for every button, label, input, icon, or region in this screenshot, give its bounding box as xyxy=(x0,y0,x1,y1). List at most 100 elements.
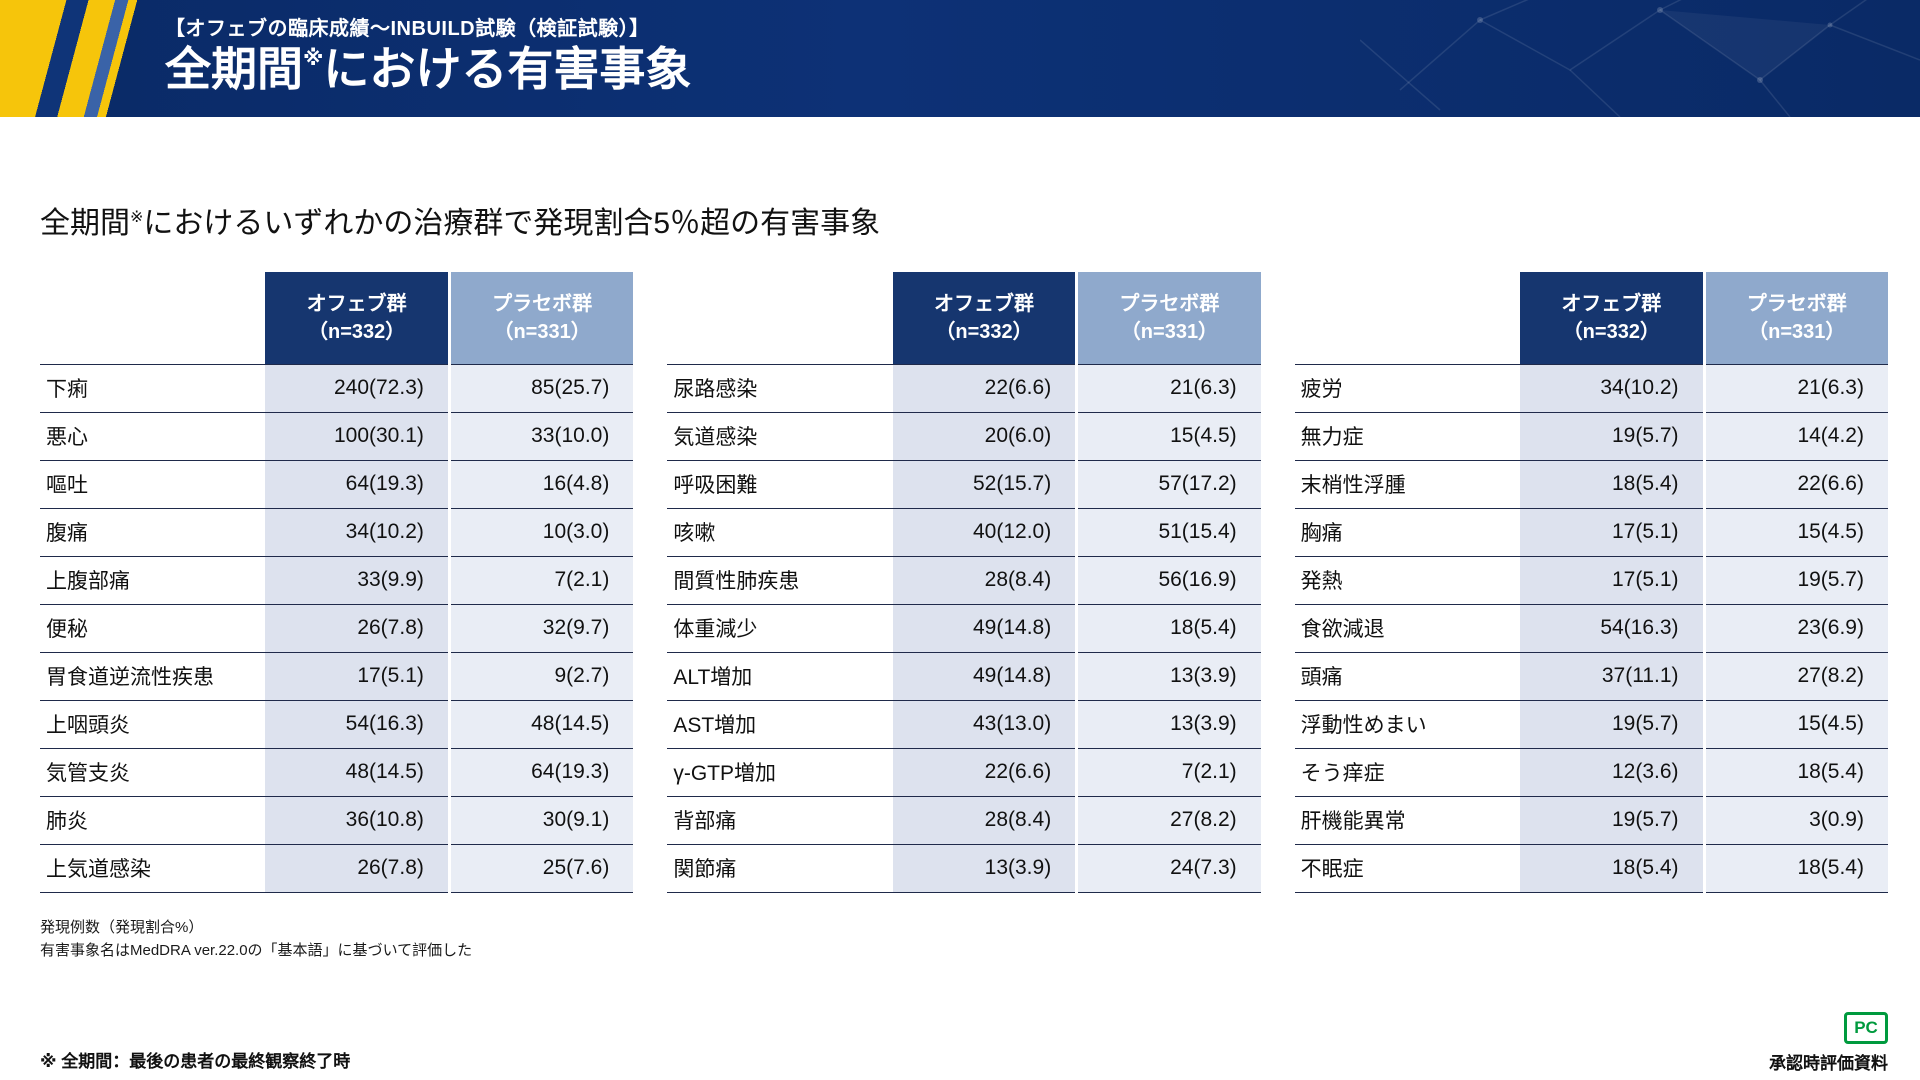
adverse-event-label: 肺炎 xyxy=(40,795,266,844)
placebo-value: 15(4.5) xyxy=(1704,507,1888,556)
table-row: 胸痛 17(5.1) 15(4.5) xyxy=(1294,507,1888,556)
adverse-event-label: 嘔吐 xyxy=(40,459,266,508)
footer-right-block: PC 承認時評価資料 xyxy=(1769,1012,1888,1074)
table-row: 便秘 26(7.8) 32(9.7) xyxy=(40,603,634,652)
table-row: 頭痛 37(11.1) 27(8.2) xyxy=(1294,651,1888,700)
section-title: 全期間※におけるいずれかの治療群で発現割合5％超の有害事象 xyxy=(40,198,880,242)
table-row: ALT増加 49(14.8) 13(3.9) xyxy=(667,651,1261,700)
table-row: 体重減少 49(14.8) 18(5.4) xyxy=(667,603,1261,652)
adverse-event-label: 咳嗽 xyxy=(667,507,893,556)
placebo-value: 56(16.9) xyxy=(1076,555,1261,604)
banner-text-block: 【オフェブの臨床成績〜INBUILD試験（検証試験）】 全期間※における有害事象 xyxy=(165,12,691,96)
placebo-value: 85(25.7) xyxy=(449,363,634,412)
ofev-value: 54(16.3) xyxy=(265,699,451,748)
table-row: 間質性肺疾患 28(8.4) 56(16.9) xyxy=(667,555,1261,604)
adverse-event-label: ALT増加 xyxy=(667,651,893,700)
study-subtitle: 【オフェブの臨床成績〜INBUILD試験（検証試験）】 xyxy=(165,18,650,40)
placebo-value: 33(10.0) xyxy=(449,411,634,460)
ofev-value: 20(6.0) xyxy=(892,411,1079,460)
ofev-value: 49(14.8) xyxy=(892,603,1079,652)
ofev-value: 34(10.2) xyxy=(1520,363,1706,412)
table-row: 気管支炎 48(14.5) 64(19.3) xyxy=(40,747,634,796)
placebo-value: 23(6.9) xyxy=(1704,603,1888,652)
table-row: γ-GTP増加 22(6.6) 7(2.1) xyxy=(667,747,1261,796)
placebo-value: 18(5.4) xyxy=(1704,843,1888,893)
row-label-header-cell xyxy=(667,272,892,364)
placebo-value: 7(2.1) xyxy=(449,555,634,604)
table-row: 上咽頭炎 54(16.3) 48(14.5) xyxy=(40,699,634,748)
ofev-value: 26(7.8) xyxy=(265,843,451,893)
table-row: 気道感染 20(6.0) 15(4.5) xyxy=(667,411,1261,460)
adverse-event-label: 疲労 xyxy=(1294,363,1521,412)
placebo-value: 7(2.1) xyxy=(1076,747,1261,796)
adverse-events-table: オフェブ群 （n=332） プラセボ群 （n=331） 疲労 34(10.2) 21(6.3… xyxy=(1294,272,1888,893)
ofev-value: 33(9.9) xyxy=(265,555,451,604)
placebo-value: 57(17.2) xyxy=(1076,459,1261,508)
adverse-event-label: 上気道感染 xyxy=(40,843,266,893)
adverse-event-label: 不眠症 xyxy=(1294,843,1521,893)
ofev-column-header: オフェブ群 （n=332） xyxy=(892,272,1079,364)
ofev-value: 13(3.9) xyxy=(892,843,1079,893)
adverse-event-label: 浮動性めまい xyxy=(1294,699,1521,748)
ofev-value: 40(12.0) xyxy=(892,507,1079,556)
table-row: 上気道感染 26(7.8) 25(7.6) xyxy=(40,843,634,893)
placebo-value: 18(5.4) xyxy=(1076,603,1261,652)
adverse-event-label: そう痒症 xyxy=(1294,747,1521,796)
placebo-value: 16(4.8) xyxy=(449,459,634,508)
ofev-value: 12(3.6) xyxy=(1520,747,1706,796)
placebo-value: 21(6.3) xyxy=(1704,363,1888,412)
ofev-value: 36(10.8) xyxy=(265,795,451,844)
ofev-value: 26(7.8) xyxy=(265,603,451,652)
adverse-events-tables-container: オフェブ群 （n=332） プラセボ群 （n=331） 下痢 240(72.3) 85(25… xyxy=(40,272,1888,893)
ofev-value: 240(72.3) xyxy=(265,363,451,412)
ofev-value: 22(6.6) xyxy=(892,363,1079,412)
placebo-value: 27(8.2) xyxy=(1076,795,1261,844)
table-row: 不眠症 18(5.4) 18(5.4) xyxy=(1294,843,1888,893)
table-row: 咳嗽 40(12.0) 51(15.4) xyxy=(667,507,1261,556)
table-row: 浮動性めまい 19(5.7) 15(4.5) xyxy=(1294,699,1888,748)
placebo-value: 19(5.7) xyxy=(1704,555,1888,604)
adverse-event-label: 下痢 xyxy=(40,363,266,412)
adverse-event-label: 肝機能異常 xyxy=(1294,795,1521,844)
footnote-meddra: 有害事象名はMedDRA ver.22.0の「基本語」に基づいて評価した xyxy=(40,942,473,960)
placebo-value: 14(4.2) xyxy=(1704,411,1888,460)
ofev-value: 48(14.5) xyxy=(265,747,451,796)
table-row: 尿路感染 22(6.6) 21(6.3) xyxy=(667,363,1261,412)
placebo-value: 13(3.9) xyxy=(1076,651,1261,700)
placebo-value: 18(5.4) xyxy=(1704,747,1888,796)
ofev-value: 28(8.4) xyxy=(892,555,1079,604)
ofev-value: 19(5.7) xyxy=(1520,699,1706,748)
placebo-value: 24(7.3) xyxy=(1076,843,1261,893)
adverse-event-label: 末梢性浮腫 xyxy=(1294,459,1521,508)
adverse-event-label: 体重減少 xyxy=(667,603,893,652)
placebo-value: 9(2.7) xyxy=(449,651,634,700)
ofev-value: 17(5.1) xyxy=(1520,507,1706,556)
table-row: AST増加 43(13.0) 13(3.9) xyxy=(667,699,1261,748)
table-row: 嘔吐 64(19.3) 16(4.8) xyxy=(40,459,634,508)
adverse-event-label: 腹痛 xyxy=(40,507,266,556)
placebo-column-header: プラセボ群 （n=331） xyxy=(1076,272,1261,364)
ofev-value: 37(11.1) xyxy=(1520,651,1706,700)
placebo-value: 13(3.9) xyxy=(1076,699,1261,748)
placebo-value: 27(8.2) xyxy=(1704,651,1888,700)
table-row: 疲労 34(10.2) 21(6.3) xyxy=(1294,363,1888,412)
adverse-event-label: 胃食道逆流性疾患 xyxy=(40,651,266,700)
placebo-value: 15(4.5) xyxy=(1704,699,1888,748)
table-row: そう痒症 12(3.6) 18(5.4) xyxy=(1294,747,1888,796)
table-row: 下痢 240(72.3) 85(25.7) xyxy=(40,363,634,412)
table-row: 発熱 17(5.1) 19(5.7) xyxy=(1294,555,1888,604)
adverse-event-label: 便秘 xyxy=(40,603,266,652)
table-row: 食欲減退 54(16.3) 23(6.9) xyxy=(1294,603,1888,652)
table-row: 呼吸困難 52(15.7) 57(17.2) xyxy=(667,459,1261,508)
ofev-value: 17(5.1) xyxy=(265,651,451,700)
ofev-value: 19(5.7) xyxy=(1520,411,1706,460)
adverse-event-label: 背部痛 xyxy=(667,795,893,844)
adverse-event-label: 呼吸困難 xyxy=(667,459,893,508)
adverse-event-label: 食欲減退 xyxy=(1294,603,1521,652)
adverse-event-label: 胸痛 xyxy=(1294,507,1521,556)
table-footnotes: 発現例数（発現割合%） 有害事象名はMedDRA ver.22.0の「基本語」に… xyxy=(40,916,472,963)
table-row: 悪心 100(30.1) 33(10.0) xyxy=(40,411,634,460)
adverse-events-table: オフェブ群 （n=332） プラセボ群 （n=331） 尿路感染 22(6.6) 21(6.… xyxy=(667,272,1261,893)
table-row: 腹痛 34(10.2) 10(3.0) xyxy=(40,507,634,556)
approval-evaluation-label: 承認時評価資料 xyxy=(1769,1054,1888,1073)
